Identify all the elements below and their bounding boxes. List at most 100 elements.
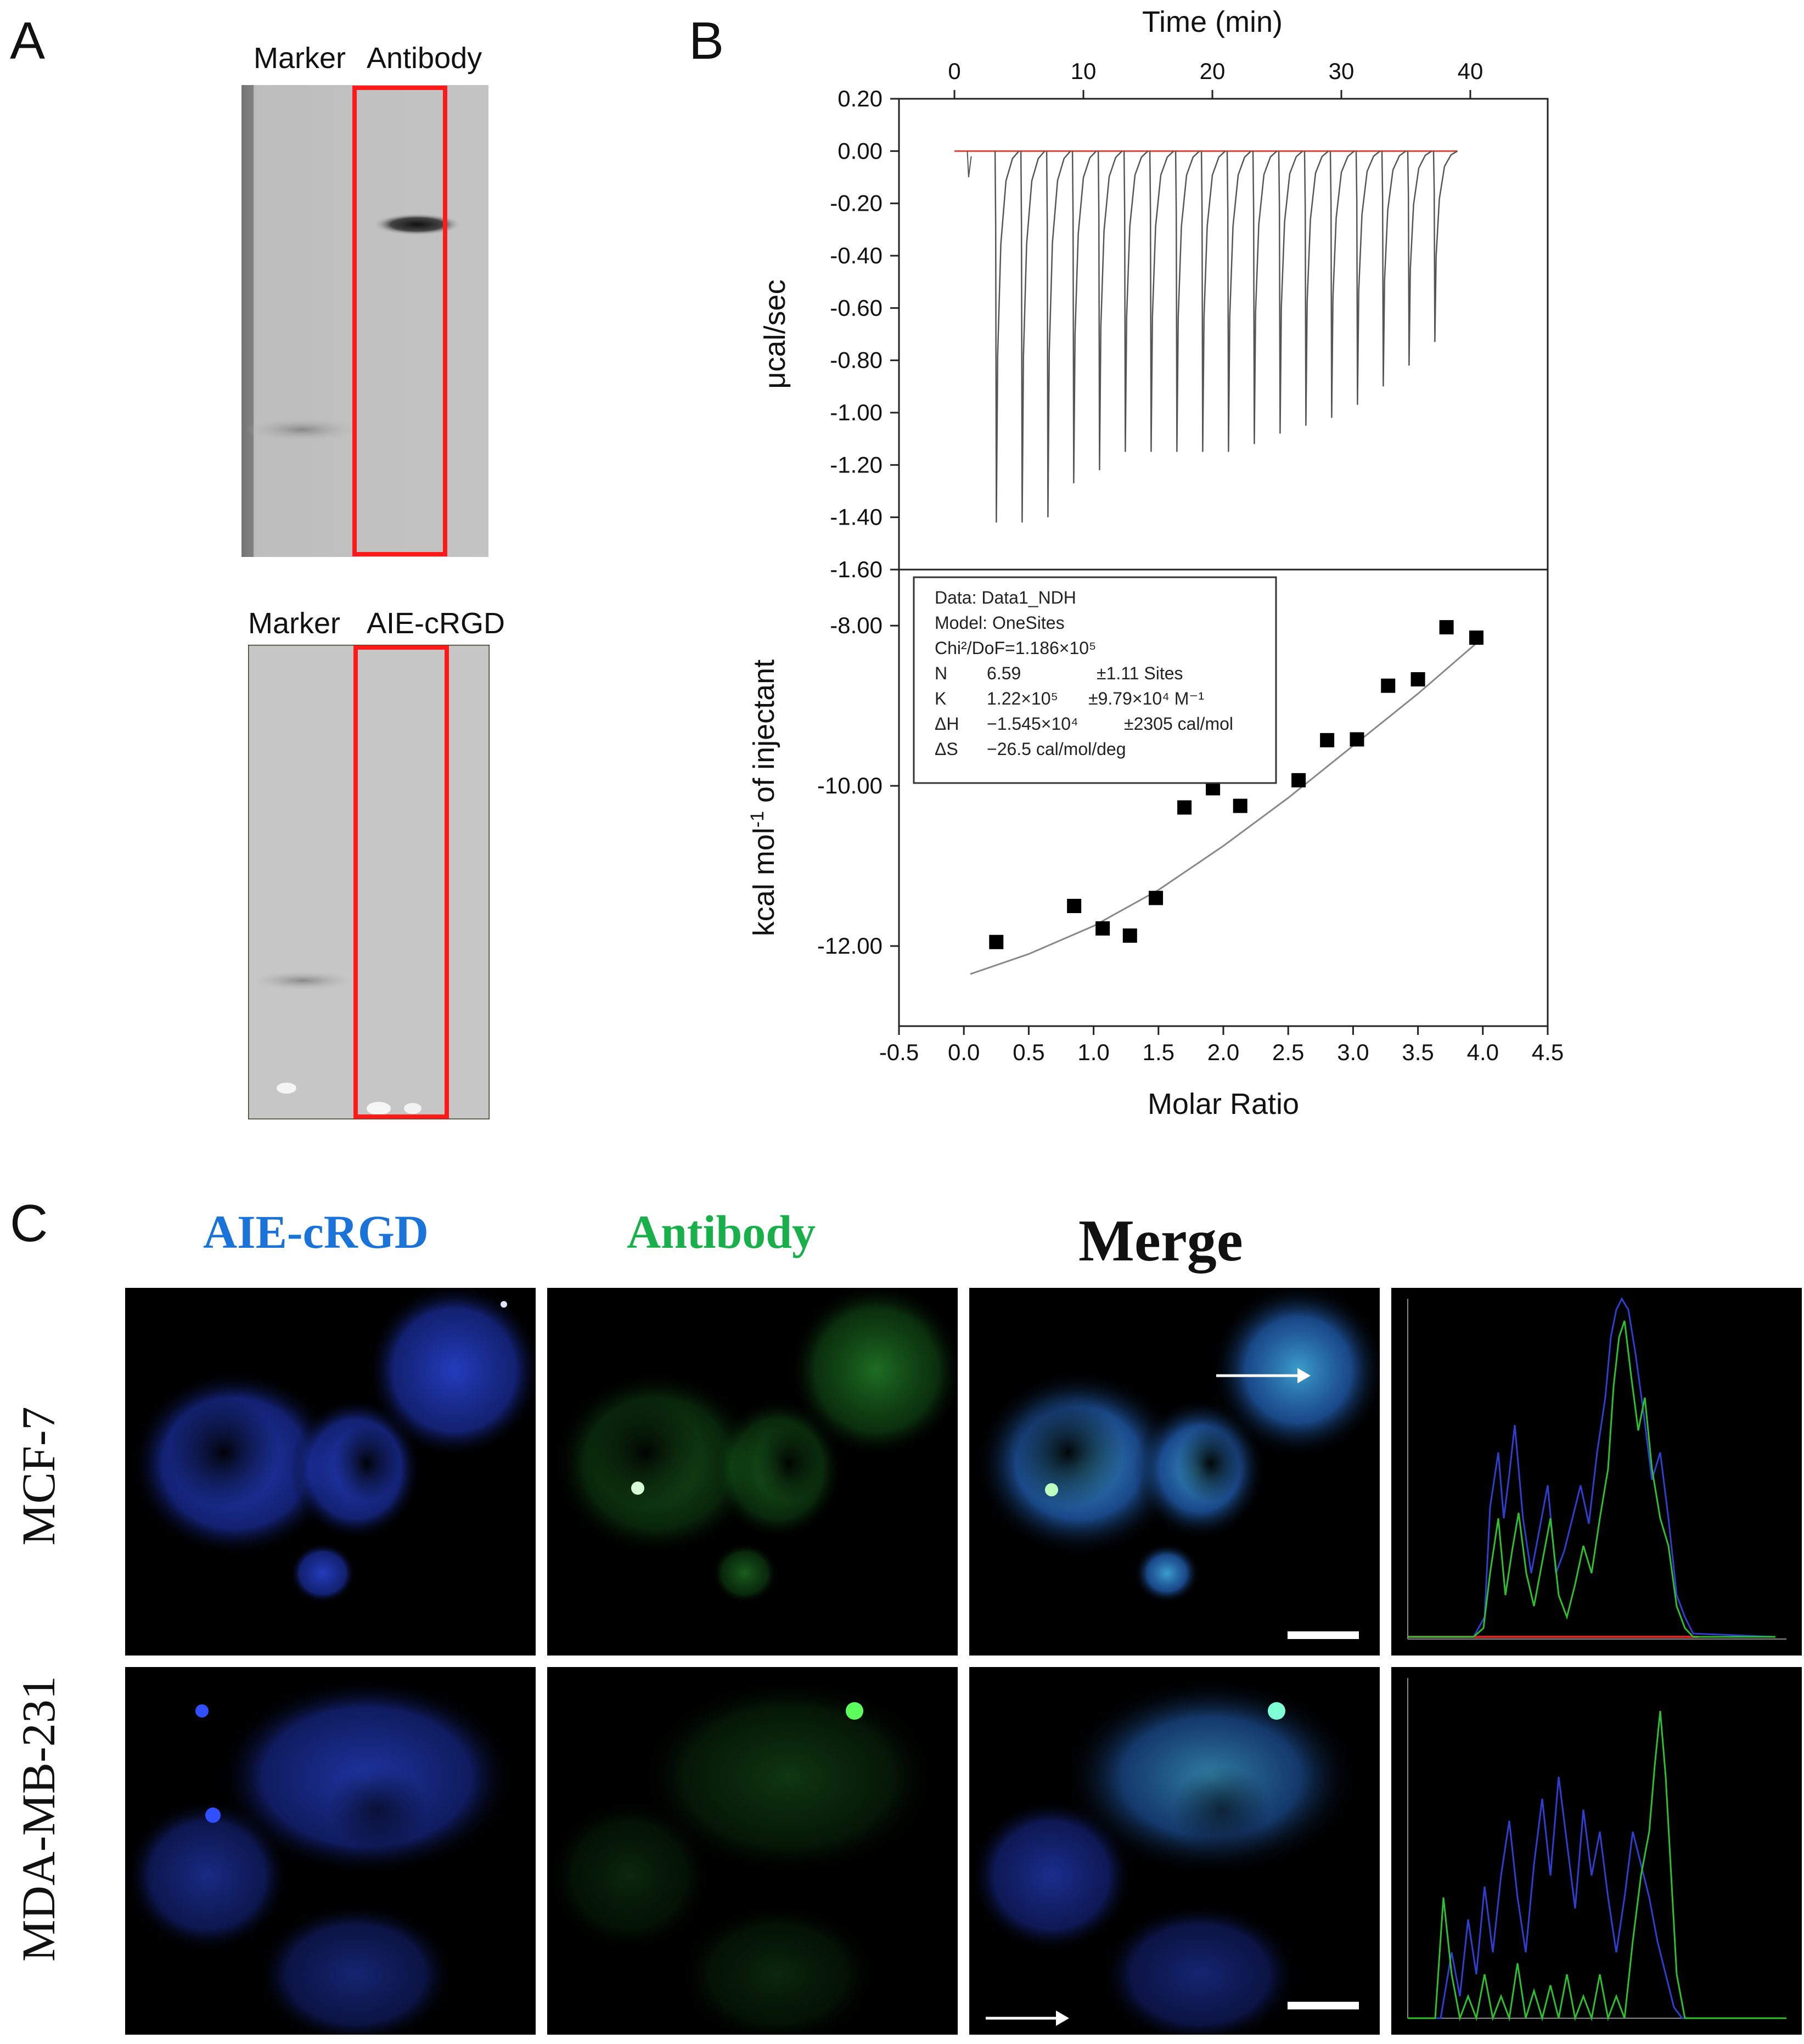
bright-spot-2 [205,1807,221,1823]
fit-results-text: −26.5 cal/mol/deg [987,739,1126,759]
scale-bar [1288,1631,1359,1639]
thermogram-xtick-label: 10 [1071,58,1097,84]
cell-4 [290,1543,356,1603]
itc-binding-isotherm-plot: -0.5 0.0 0.5 1.0 1.5 2.0 2.5 3.0 3.5 4.0 4.5 Molar … [747,568,1564,1120]
gel-bottom-highlight-box [353,645,449,1119]
gel-top-antibody-band [373,213,461,235]
profile-trace-green [1408,1710,1786,2022]
isotherm-xtick-label: 3.5 [1402,1039,1434,1065]
nucleus-1 [591,1398,701,1507]
cell-3 [257,1903,454,2035]
thermogram-ytick-label: -1.00 [830,399,883,425]
cell-4 [1134,1543,1200,1603]
isotherm-data-point [989,934,1004,949]
cell-3 [1211,1288,1380,1458]
thermogram-injection-peak [1278,150,1303,434]
row-label-mda-mb-231: MDA-MB-231 [12,1676,65,1962]
panel-letter-c: C [10,1194,48,1253]
gel-image-bottom [248,645,490,1119]
column-label-merge: Merge [1078,1208,1243,1274]
thermogram-ytick-label: -1.20 [830,452,883,477]
cell-2 [125,1799,290,1952]
thermogram-injection-peak [1432,150,1458,342]
thermogram-xtick-label: 40 [1458,58,1483,84]
isotherm-data-point [1410,672,1425,686]
isotherm-data-point [1469,630,1483,645]
nucleus-2 [334,1425,400,1502]
isotherm-data-point [1439,620,1454,635]
isotherm-xlabel: Molar Ratio [1148,1088,1299,1120]
isotherm-data-point [1149,891,1164,905]
isotherm-ytick-label: -8.00 [830,612,883,638]
gel-top-dark-edge [241,85,254,557]
fit-results-text: Chi²/DoF=1.186×10⁵ [935,638,1096,658]
isotherm-data-point [1177,800,1192,815]
thermogram-injection-peak [1123,150,1149,452]
itc-thermogram-plot: 0 10 20 30 40 Time (min) 0.20 0.00 -0.20 -0.40 -0.… [758,5,1549,582]
thermogram-ytick-label: 0.20 [838,86,883,111]
isotherm-data-point [1233,798,1247,813]
itc-chart: 0 10 20 30 40 Time (min) 0.20 0.00 -0.20 -0.40 -0.… [747,5,1564,1120]
row-label-mcf-7: MCF-7 [12,1406,65,1546]
isotherm-data-point [1381,678,1396,693]
fit-results-text: N [935,663,947,683]
cell-3 [679,1903,876,2035]
bright-spot [1045,1483,1058,1496]
panel-letter-b: B [689,12,724,70]
fit-results-box [913,576,1277,784]
thermogram-ytick-label: 0.00 [838,138,883,164]
micrograph-mda-blue [125,1667,536,2035]
thermogram-injection-peak [994,150,1020,523]
thermogram-ytick-label: -0.80 [830,347,883,373]
fit-results-text: ±1.11 Sites [1097,663,1183,683]
fit-results-text: ±2305 cal/mol [1124,714,1233,734]
nucleus-2 [1178,1425,1244,1502]
thermogram-injection-peak [1407,150,1432,366]
thermogram-injection-peak [1149,150,1174,452]
cell-2 [547,1799,712,1952]
thermogram-injection-peak [1097,150,1123,470]
fit-results-text: Data: Data1_NDH [935,588,1076,607]
isotherm-xtick-label: 2.5 [1272,1039,1304,1065]
gel-bottom-well-spot-2 [367,1102,391,1115]
cell-3 [367,1288,536,1458]
thermogram-ytick-label: -1.60 [830,556,883,582]
nucleus-1 [328,1766,427,1854]
thermogram-ylabel: μcal/sec [758,279,791,388]
isotherm-data-point [1095,921,1110,936]
scale-bar [1288,2002,1359,2009]
isotherm-xtick-label: 2.0 [1207,1039,1239,1065]
gel-top-background [241,85,488,557]
micrograph-mda-merge [969,1667,1380,2035]
cell-1 [640,1678,937,1876]
isotherm-ytick-label: -10.00 [817,773,883,798]
thermogram-injection-peak [1226,150,1252,452]
thermogram-xtick-label: 20 [1200,58,1226,84]
fit-results-text: ΔH [935,714,959,734]
cell-3 [1101,1903,1299,2035]
nucleus-1 [169,1398,279,1507]
thermogram-initial-injection [966,151,972,178]
thermogram-injection-peak [1046,150,1071,517]
thermogram-ytick-label: -0.60 [830,295,883,320]
isotherm-data-point [1291,773,1306,787]
isotherm-xtick-label: 0.0 [948,1039,980,1065]
gel-top-lane-label-marker: Marker [254,42,346,75]
thermogram-injection-peak [1174,150,1200,452]
fit-results-text: 1.22×10⁵ [987,689,1058,708]
thermogram-injection-peak [1200,150,1226,452]
thermogram-injection-peak [1252,150,1278,444]
gel-top-lane-label-antibody: Antibody [367,42,482,75]
gel-bottom-marker-band [251,971,355,990]
isotherm-xtick-label: 0.5 [1013,1039,1044,1065]
bright-spot [846,1702,863,1720]
thermogram-xtick-label: 0 [948,58,960,84]
line-profile-arrowhead [1056,2011,1069,2026]
fit-results-text: K [935,689,946,708]
thermogram-ytick-label: -0.20 [830,190,883,216]
isotherm-xtick-label: 3.0 [1337,1039,1369,1065]
profile-trace-blue [1408,1776,1786,2019]
cell-2 [969,1799,1134,1952]
isotherm-fit-line [970,637,1483,975]
column-label-aie-crgd: AIE-cRGD [203,1206,429,1258]
